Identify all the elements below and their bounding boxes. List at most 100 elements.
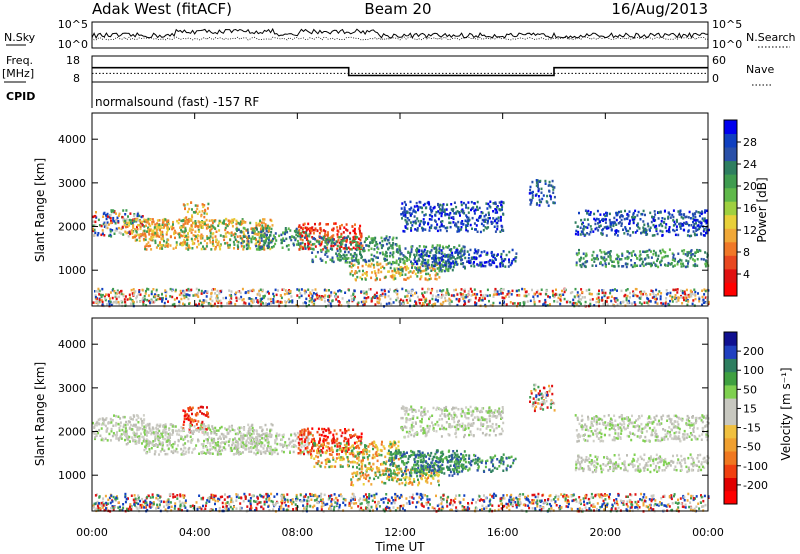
- echo-0-98: [107, 421, 110, 424]
- echo-3-512: [177, 438, 180, 442]
- echo-14-393: [549, 303, 551, 306]
- echo-6-273: [345, 247, 348, 251]
- echo-1-34: [139, 225, 142, 229]
- echo-0-49: [92, 220, 95, 223]
- echo-10-471: [464, 219, 467, 222]
- echo-3-494: [189, 227, 192, 230]
- echo-3-161: [255, 233, 258, 236]
- echo-5-219: [333, 222, 336, 225]
- echo-14-1526: [109, 297, 111, 300]
- echo-14-1761: [572, 301, 575, 305]
- echo-10-72: [450, 203, 453, 206]
- echo-13-427: [668, 213, 671, 216]
- echo-11-104: [538, 198, 541, 202]
- echo-14-1544: [408, 297, 411, 300]
- echo-12-212: [689, 251, 692, 255]
- echo-14-468: [557, 296, 560, 300]
- echo-7-66: [438, 276, 441, 279]
- echo-3-456: [173, 442, 176, 445]
- echo-4-119: [272, 245, 275, 248]
- echo-3-543: [145, 440, 148, 443]
- echo-10-165: [494, 211, 497, 214]
- echo-8-16: [418, 245, 421, 248]
- echo-6-222: [335, 240, 338, 243]
- echo-13-464: [589, 213, 592, 216]
- echo-14-1703: [616, 298, 619, 302]
- echo-14-1594: [662, 302, 665, 305]
- echo-14-319: [498, 301, 501, 305]
- echo-12-368: [643, 250, 646, 254]
- echo-13-519: [643, 231, 646, 234]
- echo-14-955: [157, 294, 160, 297]
- echo-3-82: [243, 428, 246, 431]
- echo-7-86: [373, 270, 376, 273]
- echo-14-624: [186, 293, 189, 296]
- echo-7-230: [375, 277, 378, 281]
- echo-3-509: [229, 243, 231, 247]
- echo-13-26: [678, 222, 681, 226]
- echo-5-274: [309, 227, 312, 230]
- echo-13-438: [642, 226, 645, 229]
- echo-14-1328: [698, 300, 701, 303]
- echo-14-1403: [614, 297, 617, 300]
- echo-14-1097: [248, 302, 251, 306]
- echo-10-450: [456, 210, 459, 213]
- echo-8-269: [388, 261, 391, 264]
- echo-4-158: [303, 245, 306, 248]
- echo-9-272: [473, 260, 475, 264]
- echo-5-182: [336, 247, 339, 251]
- echo-0-131: [129, 212, 132, 215]
- echo-14-583: [141, 288, 144, 292]
- echo-3-192: [224, 427, 226, 430]
- echo-14-1472: [426, 303, 429, 306]
- echo-10-194: [462, 222, 465, 226]
- echo-4-157: [247, 231, 250, 234]
- echo-14-46: [657, 292, 660, 296]
- echo-7-58: [375, 274, 378, 277]
- echo-3-398: [187, 448, 190, 451]
- echo-9-137: [442, 254, 445, 258]
- echo-14-1425: [402, 301, 405, 305]
- echo-4-229: [285, 237, 288, 241]
- echo-10-477: [410, 227, 413, 230]
- echo-6-169: [357, 258, 360, 262]
- echo-14-1259: [418, 298, 421, 301]
- echo-14-248: [563, 297, 566, 301]
- echo-3-457: [173, 229, 176, 233]
- echo-12-188: [659, 263, 662, 267]
- echo-14-513: [265, 291, 268, 294]
- echo-11-109: [548, 180, 551, 184]
- echo-11-58: [529, 188, 532, 192]
- echo-8-79: [398, 245, 401, 248]
- echo-14-337: [411, 294, 414, 297]
- echo-9-274: [489, 259, 492, 262]
- echo-4-66: [294, 434, 297, 437]
- echo-10-270: [428, 203, 431, 206]
- echo-7-177: [425, 272, 427, 276]
- echo-10-326: [421, 210, 424, 214]
- echo-3-405: [156, 224, 159, 227]
- echo-14-1304: [429, 291, 432, 295]
- echo-14-289: [470, 290, 473, 293]
- echo-7-90: [414, 272, 417, 276]
- echo-3-568: [211, 221, 214, 225]
- echo-7-218: [354, 271, 357, 274]
- echo-14-613: [494, 293, 497, 296]
- echo-3-597: [216, 444, 219, 447]
- echo-13-538: [620, 218, 623, 222]
- echo-9-244: [434, 254, 437, 258]
- echo-0-187: [105, 214, 107, 217]
- echo-14-1792: [360, 290, 363, 293]
- echo-3-120: [240, 440, 243, 444]
- echo-14-864: [660, 301, 663, 305]
- echo-3-68: [264, 451, 267, 455]
- echo-14-110: [533, 297, 535, 301]
- echo-14-1778: [139, 300, 142, 303]
- echo-14-1493: [500, 288, 503, 292]
- echo-13-235: [603, 213, 606, 216]
- echo-10-509: [402, 214, 405, 217]
- echo-14-704: [484, 293, 487, 297]
- echo-0-42: [118, 437, 121, 440]
- echo-3-600: [178, 433, 181, 436]
- echo-12-166: [592, 250, 595, 254]
